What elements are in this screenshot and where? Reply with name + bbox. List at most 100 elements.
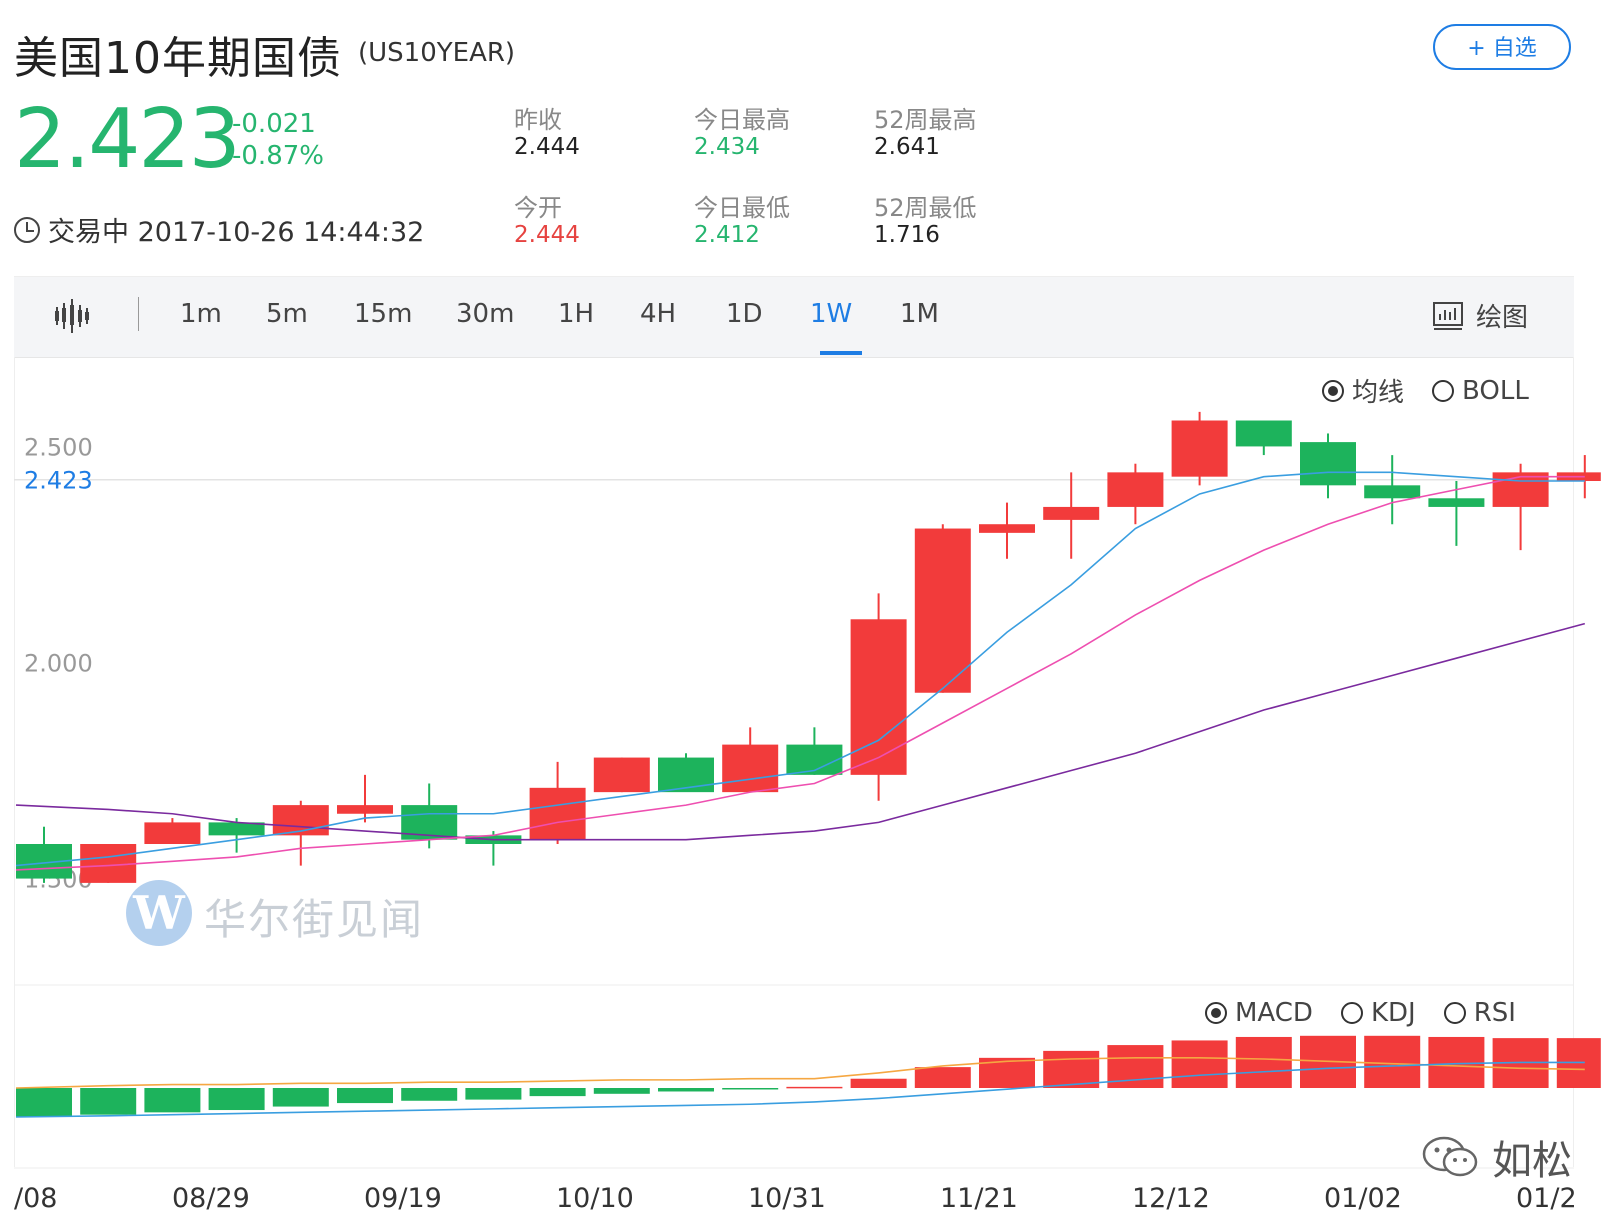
x-axis-label: 01/02 (1324, 1183, 1402, 1214)
candle-down (208, 822, 265, 836)
interval-tab-1d[interactable]: 1D (726, 299, 763, 329)
stat-label: 今日最高 (694, 106, 790, 134)
macd-histogram-bar (850, 1078, 907, 1088)
radio-selected-icon (1322, 379, 1344, 402)
candle-down (1235, 420, 1292, 447)
wechat-icon (1422, 1136, 1478, 1177)
trading-status: 交易中 2017-10-26 14:44:32 (14, 210, 424, 249)
stat-label: 52周最低 (874, 194, 977, 222)
macd-histogram-bar (337, 1088, 393, 1104)
interval-tab-15m[interactable]: 15m (354, 299, 413, 329)
stat-value: 2.641 (874, 134, 940, 160)
x-axis-label: 12/12 (1132, 1183, 1210, 1214)
current-price: 2.423 (14, 92, 241, 187)
candle-up (593, 757, 650, 793)
macd-histogram-bar (16, 1088, 72, 1117)
price-change: -0.021 -0.87% (232, 108, 324, 172)
draw-label: 绘图 (1476, 303, 1529, 333)
author-watermark: 如松 (1420, 1128, 1572, 1186)
macd-histogram-bar (914, 1067, 971, 1088)
toolbar-divider (138, 297, 139, 331)
stat-label: 今日最低 (694, 194, 790, 222)
draw-tool-button[interactable]: 绘图 (1432, 297, 1528, 334)
macd-histogram-bar (1171, 1040, 1228, 1088)
macd-histogram-bar (1043, 1050, 1100, 1088)
candle-down (1300, 442, 1356, 486)
watermark-brand: 华尔街见闻 (204, 895, 425, 944)
interval-tab-1h[interactable]: 1H (558, 299, 595, 329)
x-axis-label: 09/19 (364, 1183, 442, 1214)
indicator-kdj-radio[interactable]: KDJ (1340, 998, 1416, 1028)
candlestick-type-icon[interactable] (52, 299, 92, 333)
interval-tab-1w[interactable]: 1W (810, 299, 853, 329)
chart-panel[interactable] (14, 357, 1574, 1167)
candle-down (1428, 498, 1485, 507)
overlay-boll-label: BOLL (1462, 375, 1529, 406)
interval-tab-5m[interactable]: 5m (266, 299, 308, 329)
indicator-macd-label: MACD (1235, 998, 1313, 1028)
macd-histogram-bar (1364, 1035, 1421, 1088)
symbol-code: (US10YEAR) (358, 38, 516, 68)
indicator-rsi-radio[interactable]: RSI (1443, 998, 1516, 1028)
stat-value: 2.444 (514, 134, 580, 160)
macd-dea-line (15, 1061, 1585, 1118)
macd-histogram-bar (529, 1088, 586, 1097)
y-axis-label: 2.500 (24, 433, 93, 461)
stat-value: 1.716 (874, 222, 940, 248)
wallstreetcn-logo: W (126, 880, 192, 946)
indicator-rsi-label: RSI (1473, 998, 1516, 1028)
ma-fast-line (15, 471, 1585, 867)
stat-value: 2.444 (514, 222, 580, 248)
macd-histogram-bar (401, 1088, 458, 1101)
x-axis-label: 10/10 (556, 1183, 634, 1214)
overlay-boll-radio[interactable]: BOLL (1432, 376, 1529, 406)
chart-toolbar: 1m 5m 15m 30m 1H 4H 1D 1W 1M 绘图 (14, 276, 1574, 358)
drawing-board-icon (1433, 301, 1463, 330)
macd-histogram-bar (272, 1088, 329, 1107)
macd-histogram-bar (1428, 1036, 1485, 1088)
indicator-options: MACD KDJ RSI (1205, 998, 1516, 1028)
add-to-watchlist-button[interactable]: + 自选 (1433, 24, 1571, 70)
macd-histogram-bar (593, 1088, 650, 1094)
macd-histogram-bar (1235, 1036, 1292, 1088)
status-text: 交易中 2017-10-26 14:44:32 (48, 217, 425, 248)
interval-tab-30m[interactable]: 30m (456, 299, 515, 329)
candle-up (80, 844, 137, 883)
interval-tab-4h[interactable]: 4H (640, 299, 677, 329)
candle-up (850, 619, 907, 775)
candle-down (658, 757, 714, 793)
radio-unselected-icon (1432, 379, 1455, 402)
candle-up (979, 524, 1035, 533)
macd-dif-line (15, 1057, 1585, 1089)
macd-histogram-bar (658, 1088, 714, 1092)
candle-up (914, 528, 971, 693)
macd-histogram-bar (144, 1088, 201, 1113)
x-axis-label: 10/31 (748, 1183, 826, 1214)
candle-up (529, 787, 586, 840)
indicator-kdj-label: KDJ (1370, 998, 1416, 1028)
clock-icon (14, 216, 40, 243)
candle-up (337, 805, 393, 814)
macd-histogram-bar (208, 1088, 265, 1111)
interval-tab-1m[interactable]: 1M (900, 299, 939, 329)
interval-tab-1m[interactable]: 1m (180, 299, 222, 329)
macd-histogram-bar (465, 1088, 522, 1100)
active-tab-indicator (820, 351, 862, 355)
x-axis-label: 08/29 (172, 1183, 250, 1214)
overlay-ma-radio[interactable]: 均线 (1322, 372, 1404, 409)
stat-value: 2.434 (694, 134, 760, 160)
stat-value: 2.412 (694, 222, 760, 248)
macd-histogram-bar (80, 1088, 137, 1115)
x-axis-label: 11/21 (940, 1183, 1018, 1214)
stat-label: 52周最高 (874, 106, 977, 134)
stat-label: 今开 (514, 194, 562, 222)
candle-up (1171, 420, 1228, 477)
candle-up (144, 822, 201, 844)
author-name: 如松 (1492, 1138, 1572, 1184)
change-percent: -0.87% (232, 141, 324, 171)
candle-up (1043, 506, 1100, 520)
candle-up (1492, 472, 1549, 507)
radio-unselected-icon (1340, 1002, 1363, 1024)
indicator-macd-radio[interactable]: MACD (1205, 998, 1313, 1028)
